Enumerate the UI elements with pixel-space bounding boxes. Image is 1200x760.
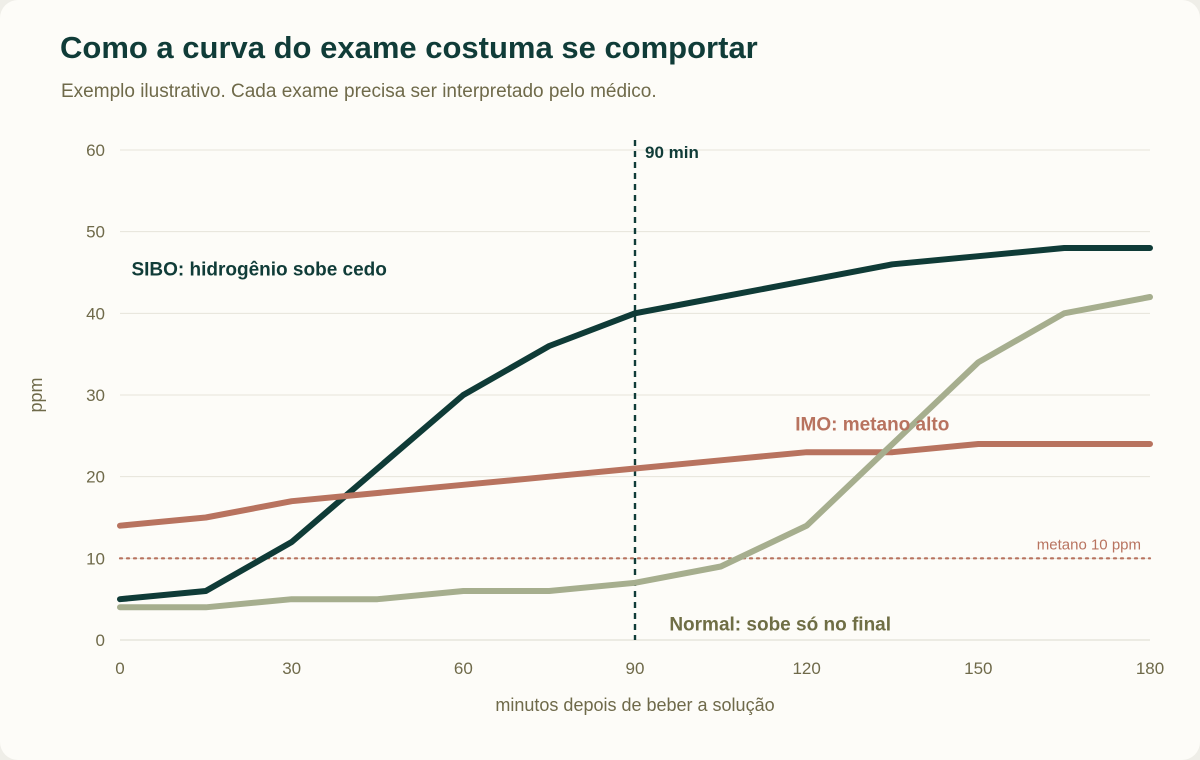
x-tick-label: 120 xyxy=(792,659,820,678)
annotations: metano 10 ppm 90 min SIBO: hidrogênio sobe… xyxy=(131,143,1141,636)
y-tick-label: 40 xyxy=(86,304,105,323)
y-tick-label: 30 xyxy=(86,386,105,405)
series-line-imo xyxy=(117,441,1153,529)
annotation-imo: IMO: metano alto xyxy=(795,415,949,436)
tick-labels: 0 10 20 30 40 50 60 0 30 60 90 120 150 180 xyxy=(86,141,1164,678)
reference-line-label: 90 min xyxy=(645,143,699,162)
chart-title: Como a curva do exame costuma se comport… xyxy=(60,30,758,65)
y-tick-label: 0 xyxy=(96,631,105,650)
chart-subtitle: Exemplo ilustrativo. Cada exame precisa … xyxy=(61,81,657,102)
annotation-sibo: SIBO: hidrogênio sobe cedo xyxy=(131,259,386,280)
x-tick-label: 60 xyxy=(454,659,473,678)
x-tick-label: 30 xyxy=(282,659,301,678)
x-tick-label: 90 xyxy=(626,659,645,678)
series-line-normal xyxy=(117,294,1153,611)
y-tick-label: 60 xyxy=(86,141,105,160)
series-line-sibo xyxy=(117,245,1153,603)
annotation-normal: Normal: sobe só no final xyxy=(669,615,891,636)
x-axis-label: minutos depois de beber a solução xyxy=(495,695,774,715)
y-tick-label: 20 xyxy=(86,468,105,487)
x-tick-label: 150 xyxy=(964,659,992,678)
y-tick-label: 50 xyxy=(86,223,105,242)
y-axis-label: ppm xyxy=(26,377,46,412)
series-lines xyxy=(117,245,1153,611)
x-tick-label: 180 xyxy=(1136,659,1164,678)
reference-lines xyxy=(118,140,1152,640)
threshold-label: metano 10 ppm xyxy=(1037,536,1141,553)
x-tick-label: 0 xyxy=(115,659,124,678)
y-tick-label: 10 xyxy=(86,549,105,568)
